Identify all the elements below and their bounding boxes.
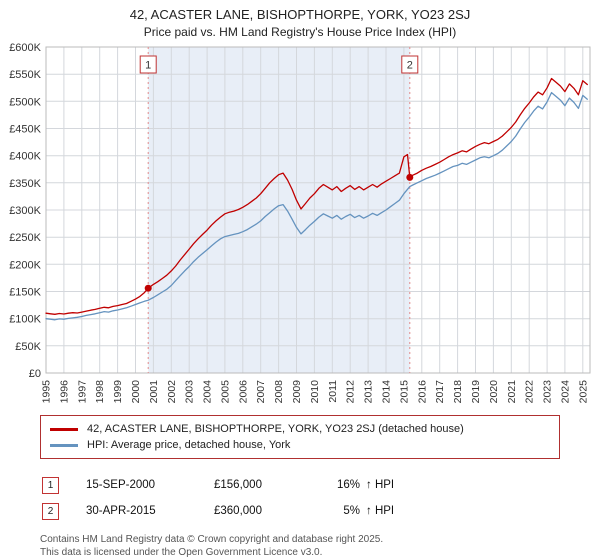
svg-text:1997: 1997 — [76, 380, 88, 404]
svg-text:2022: 2022 — [524, 380, 536, 404]
legend: 42, ACASTER LANE, BISHOPTHORPE, YORK, YO… — [40, 415, 560, 459]
svg-text:2006: 2006 — [237, 380, 249, 404]
svg-text:£0: £0 — [29, 368, 41, 380]
svg-text:2008: 2008 — [273, 380, 285, 404]
svg-text:2009: 2009 — [291, 380, 303, 404]
svg-text:1998: 1998 — [94, 380, 106, 404]
svg-text:£550K: £550K — [9, 69, 41, 81]
svg-text:2002: 2002 — [166, 380, 178, 404]
svg-text:£200K: £200K — [9, 259, 41, 271]
transaction-hpi-percent: 5% — [343, 505, 360, 517]
svg-text:2019: 2019 — [470, 380, 482, 404]
svg-text:2005: 2005 — [219, 380, 231, 404]
svg-text:£250K: £250K — [9, 232, 41, 244]
svg-text:2: 2 — [407, 60, 413, 72]
svg-text:2011: 2011 — [327, 380, 339, 403]
svg-text:£300K: £300K — [9, 205, 41, 217]
svg-text:1: 1 — [145, 60, 151, 72]
svg-text:2024: 2024 — [559, 380, 571, 404]
hpi-line-swatch — [50, 443, 78, 447]
transaction-marker: 2 — [42, 502, 59, 520]
legend-label-hpi: HPI: Average price, detached house, York — [87, 439, 291, 451]
svg-text:2010: 2010 — [309, 380, 321, 404]
transaction-price: £156,000 — [214, 479, 262, 491]
svg-text:2016: 2016 — [416, 380, 428, 404]
svg-text:£450K: £450K — [9, 124, 41, 136]
svg-text:2023: 2023 — [542, 380, 554, 404]
transaction-hpi-delta: ↑ HPI — [366, 505, 395, 517]
svg-text:1995: 1995 — [41, 380, 53, 404]
svg-text:£100K: £100K — [9, 314, 41, 326]
svg-text:2017: 2017 — [434, 380, 446, 404]
svg-text:2014: 2014 — [381, 380, 393, 404]
transaction-date: 15-SEP-2000 — [86, 479, 156, 491]
svg-text:2004: 2004 — [202, 380, 214, 404]
transaction-price: £360,000 — [214, 505, 262, 517]
property-line-swatch — [50, 427, 78, 431]
svg-text:2025: 2025 — [577, 380, 589, 404]
price-chart: £0 £50K £100K £150K £200K £250K £300K £350K £400… — [9, 42, 591, 404]
transaction-list: 1 15-SEP-2000 £156,000 16% ↑ HPI 2 30-AP… — [42, 472, 600, 524]
svg-text:2013: 2013 — [363, 380, 375, 404]
svg-text:£50K: £50K — [15, 341, 41, 353]
transaction-date: 30-APR-2015 — [86, 505, 156, 517]
transaction-hpi-percent: 16% — [336, 479, 360, 491]
legend-label-property: 42, ACASTER LANE, BISHOPTHORPE, YORK, YO… — [87, 423, 464, 435]
svg-text:£500K: £500K — [9, 96, 41, 108]
svg-text:2003: 2003 — [184, 380, 196, 404]
chart-subtitle: Price paid vs. HM Land Registry's House … — [143, 25, 457, 39]
svg-text:1999: 1999 — [112, 380, 124, 404]
svg-text:2018: 2018 — [452, 380, 464, 404]
svg-text:2015: 2015 — [398, 380, 410, 404]
svg-text:£350K: £350K — [9, 178, 41, 190]
svg-text:2001: 2001 — [148, 380, 160, 404]
attribution: Contains HM Land Registry data © Crown c… — [40, 533, 600, 559]
header: 42, ACASTER LANE, BISHOPTHORPE, YORK, YO… — [0, 0, 600, 39]
svg-text:2020: 2020 — [488, 380, 500, 404]
transaction-row: 1 15-SEP-2000 £156,000 16% ↑ HPI — [42, 472, 600, 498]
svg-text:£400K: £400K — [9, 151, 41, 163]
svg-text:1996: 1996 — [58, 380, 70, 404]
transaction-marker: 1 — [42, 476, 59, 494]
chart-title: 42, ACASTER LANE, BISHOPTHORPE, YORK, YO… — [129, 7, 471, 22]
svg-text:2007: 2007 — [255, 380, 267, 404]
svg-text:£150K: £150K — [9, 287, 41, 299]
svg-text:£600K: £600K — [9, 42, 41, 54]
svg-text:2012: 2012 — [345, 380, 357, 404]
attribution-line-2: This data is licensed under the Open Gov… — [40, 547, 323, 558]
legend-item-property: 42, ACASTER LANE, BISHOPTHORPE, YORK, YO… — [50, 421, 550, 437]
legend-item-hpi: HPI: Average price, detached house, York — [50, 437, 550, 453]
svg-text:2021: 2021 — [506, 380, 518, 404]
attribution-line-1: Contains HM Land Registry data © Crown c… — [40, 534, 384, 545]
transaction-hpi-delta: ↑ HPI — [366, 479, 395, 491]
svg-text:2000: 2000 — [130, 380, 142, 404]
transaction-row: 2 30-APR-2015 £360,000 5% ↑ HPI — [42, 498, 600, 524]
